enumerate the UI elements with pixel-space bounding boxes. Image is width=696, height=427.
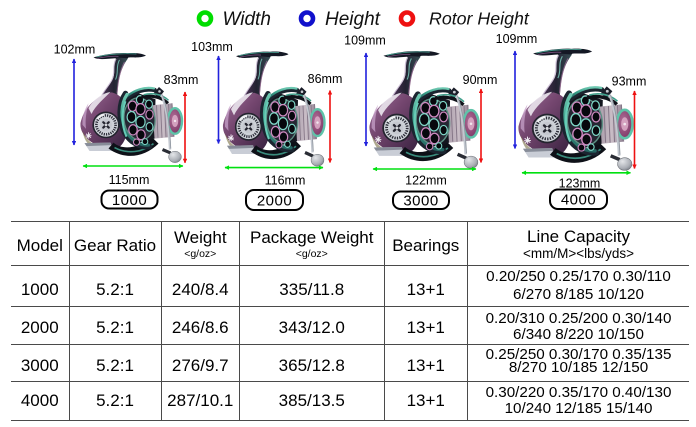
svg-text:116mm: 116mm bbox=[265, 174, 306, 188]
svg-text:102mm: 102mm bbox=[54, 43, 96, 57]
svg-text:Width: Width bbox=[223, 9, 271, 30]
svg-text:1000: 1000 bbox=[112, 192, 147, 209]
svg-text:4000: 4000 bbox=[561, 192, 596, 209]
svg-text:Rotor Height: Rotor Height bbox=[429, 9, 530, 29]
svg-text:86mm: 86mm bbox=[308, 72, 343, 86]
svg-text:122mm: 122mm bbox=[405, 174, 447, 188]
svg-text:2000: 2000 bbox=[257, 192, 292, 209]
svg-text:90mm: 90mm bbox=[463, 73, 498, 87]
svg-text:123mm: 123mm bbox=[559, 177, 601, 191]
svg-text:109mm: 109mm bbox=[496, 32, 538, 46]
svg-text:93mm: 93mm bbox=[612, 75, 647, 89]
svg-text:83mm: 83mm bbox=[164, 73, 199, 87]
svg-text:109mm: 109mm bbox=[344, 34, 386, 48]
svg-text:115mm: 115mm bbox=[109, 173, 150, 187]
svg-text:103mm: 103mm bbox=[191, 40, 233, 54]
svg-text:Height: Height bbox=[325, 9, 381, 30]
svg-text:3000: 3000 bbox=[403, 193, 438, 210]
